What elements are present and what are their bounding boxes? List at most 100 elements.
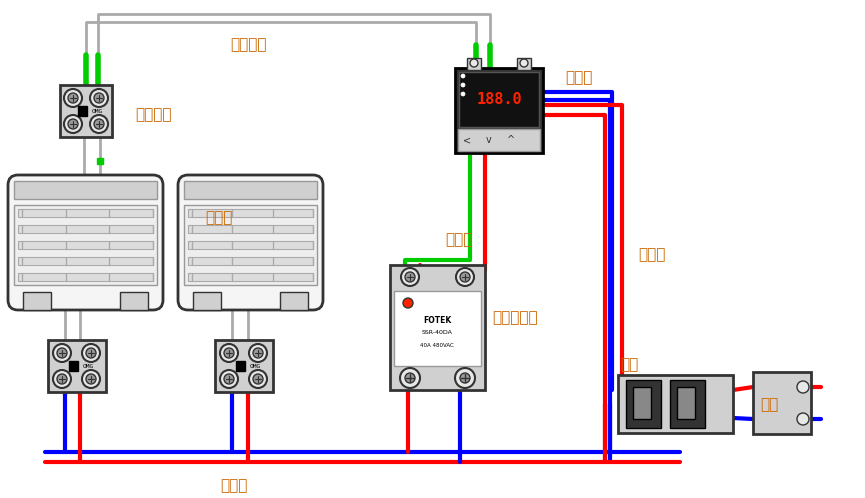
Circle shape <box>82 370 100 388</box>
Bar <box>184 205 317 285</box>
Circle shape <box>82 344 100 362</box>
Bar <box>18 273 153 281</box>
Circle shape <box>86 348 96 358</box>
Bar <box>280 292 308 310</box>
Bar <box>517 58 531 70</box>
Bar <box>18 241 153 249</box>
Text: 控制线: 控制线 <box>445 233 472 248</box>
Circle shape <box>253 348 263 358</box>
Bar <box>753 372 811 434</box>
Circle shape <box>405 272 415 282</box>
Bar <box>467 58 481 70</box>
Bar <box>633 387 651 419</box>
Circle shape <box>90 89 108 107</box>
Text: 热电偶线: 热电偶线 <box>230 37 266 52</box>
Bar <box>18 209 153 217</box>
Bar <box>215 340 273 392</box>
Bar <box>236 361 245 371</box>
Bar <box>188 241 313 249</box>
Bar <box>97 158 103 164</box>
Bar <box>18 225 153 233</box>
Bar <box>188 273 313 281</box>
Circle shape <box>86 374 96 384</box>
Bar <box>78 106 87 116</box>
Bar <box>670 380 705 428</box>
Circle shape <box>90 115 108 133</box>
Bar <box>18 257 153 265</box>
Bar <box>193 292 221 310</box>
Circle shape <box>460 373 470 383</box>
Circle shape <box>220 344 238 362</box>
Bar <box>455 68 543 153</box>
Text: v: v <box>486 135 492 145</box>
Text: FOTEK: FOTEK <box>423 316 452 325</box>
Text: 电源线: 电源线 <box>638 248 665 262</box>
Circle shape <box>455 368 475 388</box>
Text: 40A 480VAC: 40A 480VAC <box>420 343 454 348</box>
Bar <box>23 292 51 310</box>
Text: 电源线: 电源线 <box>220 479 247 494</box>
Text: SSR-40DA: SSR-40DA <box>421 330 452 335</box>
Text: 空开: 空开 <box>620 358 638 373</box>
Circle shape <box>220 370 238 388</box>
Circle shape <box>64 115 82 133</box>
Bar <box>14 181 157 199</box>
Circle shape <box>797 413 809 425</box>
Text: 加热器: 加热器 <box>205 211 233 226</box>
Text: <: < <box>463 135 471 145</box>
Text: OMG: OMG <box>250 364 261 369</box>
Circle shape <box>400 368 420 388</box>
Bar <box>394 291 481 366</box>
Bar <box>390 265 485 390</box>
Circle shape <box>460 272 470 282</box>
Circle shape <box>224 348 234 358</box>
Circle shape <box>94 119 104 129</box>
Circle shape <box>94 93 104 103</box>
Circle shape <box>53 344 71 362</box>
Bar <box>618 375 733 433</box>
Bar <box>188 225 313 233</box>
Circle shape <box>53 370 71 388</box>
Circle shape <box>249 344 267 362</box>
Bar <box>188 257 313 265</box>
Circle shape <box>456 268 474 286</box>
Text: 温控表: 温控表 <box>565 71 593 86</box>
Circle shape <box>68 119 78 129</box>
Text: OMG: OMG <box>92 109 103 114</box>
Text: 固态继电器: 固态继电器 <box>492 310 538 326</box>
Bar <box>14 205 157 285</box>
Circle shape <box>68 93 78 103</box>
Circle shape <box>57 348 67 358</box>
Circle shape <box>461 83 465 87</box>
Bar <box>677 387 695 419</box>
Circle shape <box>403 298 413 308</box>
Circle shape <box>64 89 82 107</box>
Bar <box>458 129 540 151</box>
Circle shape <box>520 59 528 67</box>
FancyBboxPatch shape <box>8 175 163 310</box>
Circle shape <box>57 374 67 384</box>
Text: ^: ^ <box>507 135 515 145</box>
Bar <box>48 340 106 392</box>
Circle shape <box>797 381 809 393</box>
Circle shape <box>401 268 419 286</box>
FancyBboxPatch shape <box>178 175 323 310</box>
Bar <box>184 181 317 199</box>
Bar <box>69 361 78 371</box>
Circle shape <box>461 74 465 78</box>
Circle shape <box>470 59 478 67</box>
Circle shape <box>461 92 465 96</box>
Circle shape <box>249 370 267 388</box>
Text: 电源: 电源 <box>760 397 778 412</box>
Bar <box>188 209 313 217</box>
Bar <box>60 85 112 137</box>
Circle shape <box>253 374 263 384</box>
Bar <box>120 292 148 310</box>
Circle shape <box>405 373 415 383</box>
Text: 接线端子: 接线端子 <box>135 108 171 123</box>
Bar <box>459 72 539 127</box>
Circle shape <box>224 374 234 384</box>
Text: OMG: OMG <box>83 364 94 369</box>
Text: 188.0: 188.0 <box>477 92 522 107</box>
Bar <box>626 380 661 428</box>
